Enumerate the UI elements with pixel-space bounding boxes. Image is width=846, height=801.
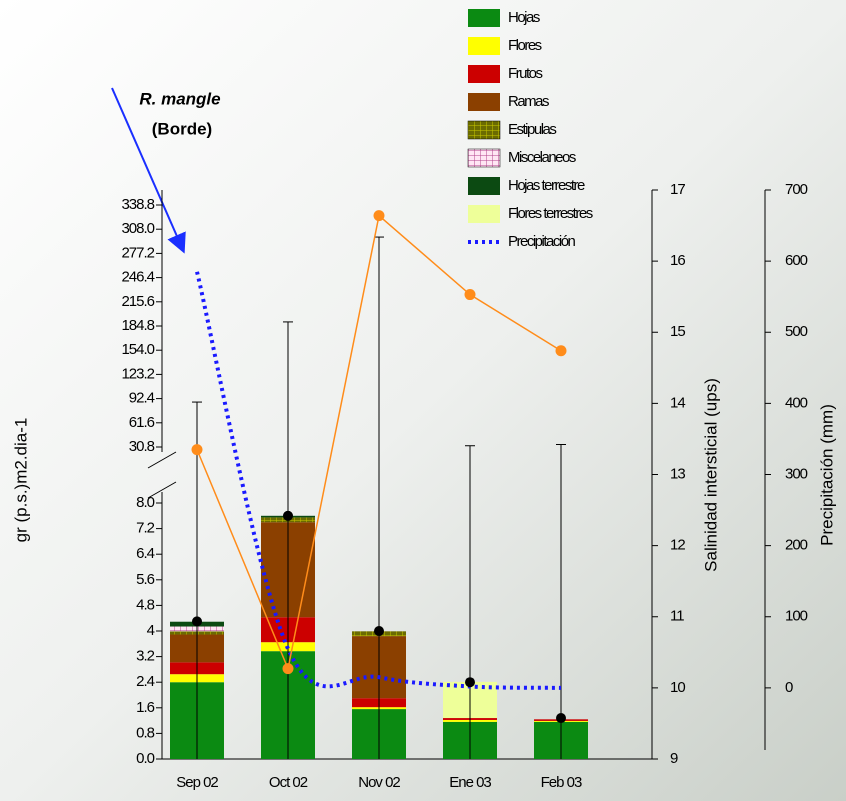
tick-label: 7.2 <box>136 520 155 537</box>
legend-swatch <box>468 9 500 27</box>
tick-label: 123.2 <box>121 365 154 382</box>
axis-break <box>147 481 177 499</box>
tick-label: 338.8 <box>121 196 154 213</box>
tick-label: 17 <box>670 181 685 198</box>
tick-label: 500 <box>785 323 808 340</box>
legend-swatch <box>468 93 500 111</box>
tick-label: 184.8 <box>121 317 154 334</box>
y3-axis-title: Precipitación (mm) <box>817 404 836 546</box>
tick-label: 61.6 <box>129 414 155 431</box>
tick-label: 5.6 <box>136 571 155 588</box>
mean-point <box>556 713 566 724</box>
tick-label: 9 <box>670 750 678 767</box>
tick-label: 10 <box>670 679 685 696</box>
legend-label: Precipitación <box>508 233 576 250</box>
legend-label: Miscelaneos <box>508 149 576 166</box>
tick-label: 2.4 <box>136 673 155 690</box>
tick-label: 308.0 <box>121 220 154 237</box>
legend-swatch <box>468 177 500 195</box>
salinity-point <box>373 210 385 222</box>
tick-label: 92.4 <box>129 390 155 407</box>
legend-label: Frutos <box>508 65 543 82</box>
tick-label: 4 <box>147 622 155 639</box>
tick-label: 154.0 <box>121 341 154 358</box>
tick-label: 277.2 <box>121 244 154 261</box>
tick-label: 1.6 <box>136 699 155 716</box>
tick-label: 246.4 <box>121 269 154 286</box>
tick-label: 16 <box>670 252 685 269</box>
legend-swatch <box>468 65 500 83</box>
mean-point <box>283 510 293 521</box>
tick-label: 6.4 <box>136 545 155 562</box>
x-tick-label: Ene 03 <box>449 774 491 791</box>
tick-label: 600 <box>785 252 808 269</box>
arrow <box>111 87 186 254</box>
legend-swatch <box>468 37 500 55</box>
legend-label: Hojas <box>508 9 540 26</box>
tick-label: 700 <box>785 181 808 198</box>
tick-label: 400 <box>785 394 808 411</box>
y-axis-title: gr (p.s.)m2.dia-1 <box>11 418 30 543</box>
tick-label: 0 <box>785 679 793 696</box>
mean-point <box>465 677 475 688</box>
tick-label: 12 <box>670 537 685 554</box>
annotation: R. mangle <box>139 89 220 108</box>
legend-label: Hojas terrestre <box>508 177 585 194</box>
legend-swatch <box>467 148 501 168</box>
x-tick-label: Nov 02 <box>358 774 400 791</box>
x-tick-label: Oct 02 <box>269 774 308 791</box>
tick-label: 215.6 <box>121 293 154 310</box>
tick-label: 14 <box>670 394 685 411</box>
legend-label: Flores <box>508 37 542 54</box>
x-tick-label: Sep 02 <box>176 774 218 791</box>
x-tick-label: Feb 03 <box>541 774 582 791</box>
tick-label: 4.8 <box>136 596 155 613</box>
salinity-point <box>282 663 294 675</box>
salinity-point <box>191 444 203 456</box>
tick-label: 100 <box>785 608 808 625</box>
salinity-point <box>464 289 476 301</box>
tick-label: 300 <box>785 465 808 482</box>
mean-point <box>192 616 202 627</box>
tick-label: 0.0 <box>136 750 155 767</box>
legend-swatch <box>468 205 500 223</box>
salinity-point <box>555 345 567 357</box>
tick-label: 200 <box>785 537 808 554</box>
legend-label: Ramas <box>508 93 549 110</box>
tick-label: 11 <box>670 608 684 625</box>
tick-label: 3.2 <box>136 648 155 665</box>
legend-swatch <box>467 120 501 140</box>
annotation-sub: (Borde) <box>152 119 212 138</box>
tick-label: 8.0 <box>136 494 155 511</box>
tick-label: 13 <box>670 465 685 482</box>
tick-label: 30.8 <box>129 438 155 455</box>
tick-label: 0.8 <box>136 724 155 741</box>
legend-label: Flores terrestres <box>508 205 593 222</box>
y2-axis-title: Salinidad intersticial (ups) <box>701 378 720 572</box>
axis-break <box>147 451 177 469</box>
legend-label: Estipulas <box>508 121 556 138</box>
tick-label: 15 <box>670 323 685 340</box>
mean-point <box>374 626 384 636</box>
